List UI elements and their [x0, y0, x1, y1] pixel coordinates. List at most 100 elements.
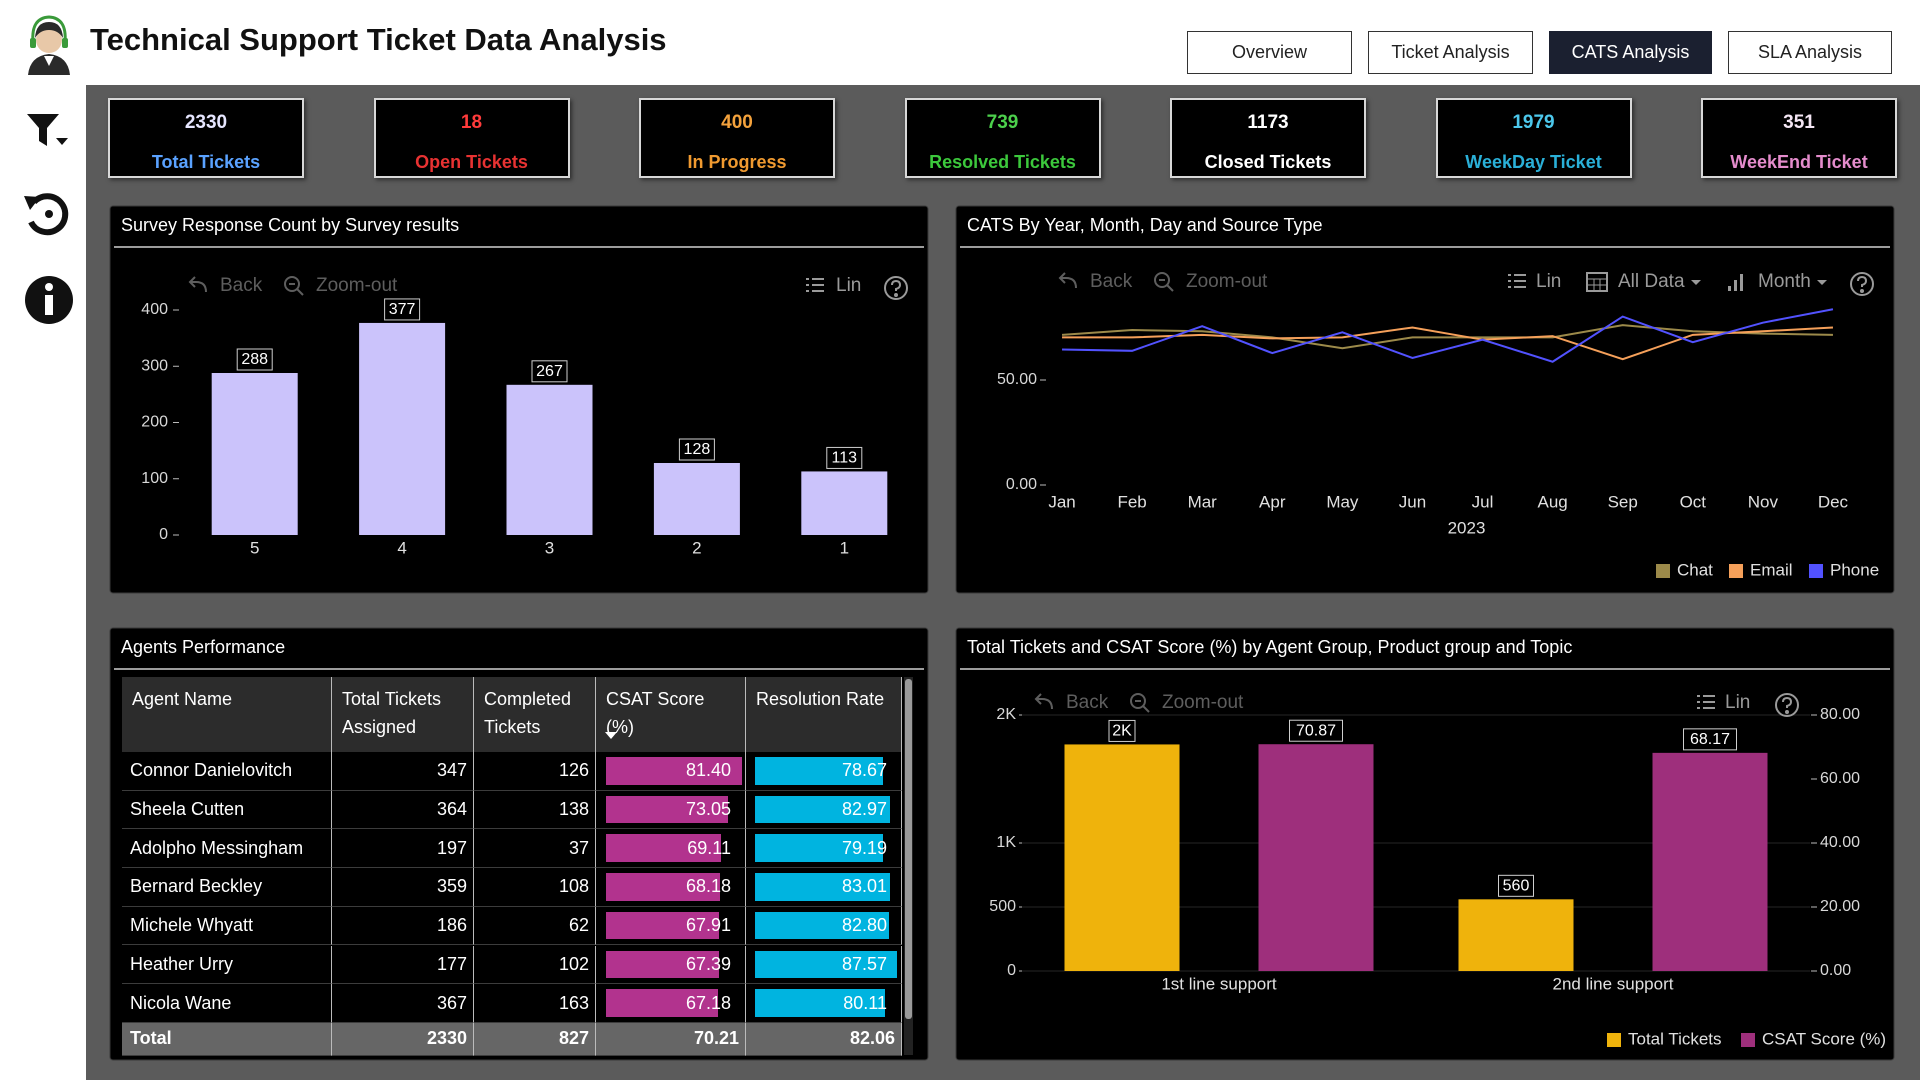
- data-bar: [606, 795, 729, 824]
- toolbar-button[interactable]: Back: [1066, 692, 1109, 713]
- bar: [801, 471, 888, 535]
- cell-text: 82.80: [841, 915, 887, 936]
- toolbar-icon: [1850, 272, 1874, 296]
- panel-title: Survey Response Count by Survey results: [121, 215, 459, 235]
- panel-title: CATS By Year, Month, Day and Source Type: [967, 215, 1323, 235]
- filter-icon[interactable]: [27, 114, 68, 146]
- toolbar-button[interactable]: Back: [220, 275, 263, 296]
- cell-text: Michele Whyatt: [130, 915, 254, 936]
- table-cell: 347: [332, 752, 474, 791]
- kpi-card: 351 WeekEnd Ticket: [1701, 98, 1897, 178]
- toolbar-icon: [1697, 695, 1715, 709]
- icon-help-dot: [1785, 710, 1789, 714]
- nav-button[interactable]: SLA Analysis: [1728, 31, 1892, 74]
- x-tick-label: 4: [397, 538, 406, 557]
- table-cell: 102: [474, 945, 596, 985]
- legend-swatch: [1729, 564, 1743, 578]
- cell-text: 80.11: [843, 992, 887, 1013]
- nav-button[interactable]: CATS Analysis: [1549, 31, 1712, 74]
- icon-help-mark: [891, 279, 902, 291]
- kpi-label: In Progress: [687, 152, 787, 172]
- toolbar-icon: [284, 276, 304, 296]
- data-label: 2K: [1112, 723, 1132, 740]
- legend-label: Phone: [1830, 560, 1879, 579]
- table-cell: 82.80: [746, 906, 902, 946]
- toolbar-button[interactable]: Lin: [836, 275, 861, 296]
- cell-text: 186: [436, 915, 467, 936]
- x-tick-label: Nov: [1748, 492, 1779, 511]
- toolbar-button[interactable]: All Data: [1618, 271, 1685, 292]
- table-cell: 83.01: [746, 868, 902, 907]
- data-label: 128: [684, 441, 711, 458]
- data-label-box: [826, 446, 863, 469]
- table-cell: 68.18: [596, 868, 746, 907]
- x-tick-label: 2: [692, 538, 701, 557]
- y-tick-label: 300: [141, 357, 168, 374]
- data-label-box: [1108, 719, 1136, 742]
- kpi-label: Resolved Tickets: [929, 152, 1076, 172]
- data-label-box: [531, 360, 568, 383]
- data-label-box: [678, 438, 715, 461]
- table-cell: 186: [332, 906, 474, 946]
- y-tick-label: 0.00: [1006, 476, 1037, 493]
- icon-bars: [1728, 286, 1731, 291]
- nav-button[interactable]: Ticket Analysis: [1368, 31, 1533, 74]
- table-cell: 197: [332, 829, 474, 869]
- table-cell: 177: [332, 945, 474, 985]
- toolbar-button[interactable]: Back: [1090, 271, 1133, 292]
- reset-icon[interactable]: [24, 193, 69, 236]
- icon-zoom-handle: [1142, 705, 1150, 713]
- kpi-card: 18 Open Tickets: [373, 98, 570, 178]
- toolbar-button[interactable]: Zoom-out: [1186, 271, 1268, 292]
- cell-text: 87.57: [841, 953, 887, 974]
- table-cell: Michele Whyatt: [122, 906, 332, 946]
- table-cell: 67.39: [596, 945, 746, 985]
- cell-text: 68.18: [685, 876, 731, 897]
- table-cell: 79.19: [746, 829, 902, 869]
- nav-button[interactable]: Overview: [1187, 31, 1352, 74]
- legend-label: Total Tickets: [1628, 1029, 1722, 1048]
- table-header: CSAT Score (%): [596, 677, 746, 752]
- table-cell: 138: [474, 790, 596, 830]
- kpi-card: 2330 Total Tickets: [108, 98, 304, 178]
- data-bar: [606, 873, 720, 901]
- scrollbar-thumb[interactable]: [905, 679, 912, 1019]
- cell-text: 82.06: [849, 1028, 895, 1049]
- toolbar-icon: [1728, 274, 1743, 291]
- x-tick-label: Apr: [1259, 492, 1286, 511]
- toolbar-icon: [1775, 693, 1799, 717]
- info-icon[interactable]: [25, 276, 73, 324]
- data-label-box: [384, 298, 421, 321]
- y-tick-label: 400: [141, 301, 168, 318]
- kpi-label: WeekEnd Ticket: [1730, 152, 1868, 172]
- y-tick-label: 2K: [996, 706, 1016, 723]
- legend-label: CSAT Score (%): [1762, 1029, 1886, 1048]
- toolbar-button[interactable]: Lin: [1536, 271, 1561, 292]
- x-axis-label: 2023: [1448, 518, 1486, 537]
- cell-text: 67.91: [685, 915, 731, 936]
- line-series: [1062, 308, 1834, 363]
- toolbar-button[interactable]: Zoom-out: [1162, 692, 1244, 713]
- table-header: Resolution Rate: [746, 677, 902, 752]
- toolbar-button[interactable]: Lin: [1725, 692, 1750, 713]
- toolbar-button[interactable]: Month: [1758, 271, 1811, 292]
- table-cell: 67.18: [596, 984, 746, 1023]
- bar: [1652, 752, 1768, 971]
- bar: [1458, 899, 1574, 971]
- icon-back: [1058, 272, 1077, 289]
- table-header: Total Tickets Assigned: [332, 677, 474, 752]
- table-cell: 359: [332, 868, 474, 907]
- data-bar: [606, 989, 719, 1017]
- table-header: Agent Name: [122, 677, 332, 752]
- panel-title: Total Tickets and CSAT Score (%) by Agen…: [967, 637, 1572, 657]
- kpi-card: 400 In Progress: [639, 98, 835, 178]
- panel: [955, 205, 1895, 594]
- x-tick-label: 2nd line support: [1553, 974, 1674, 993]
- toolbar-button[interactable]: Zoom-out: [316, 275, 398, 296]
- table-cell: 73.05: [596, 790, 746, 830]
- icon-help-dot: [894, 293, 898, 297]
- kpi-value: 400: [721, 112, 753, 133]
- data-label-box: [1683, 728, 1737, 751]
- toolbar-icon: [1817, 280, 1827, 285]
- x-tick-label: Feb: [1117, 492, 1146, 511]
